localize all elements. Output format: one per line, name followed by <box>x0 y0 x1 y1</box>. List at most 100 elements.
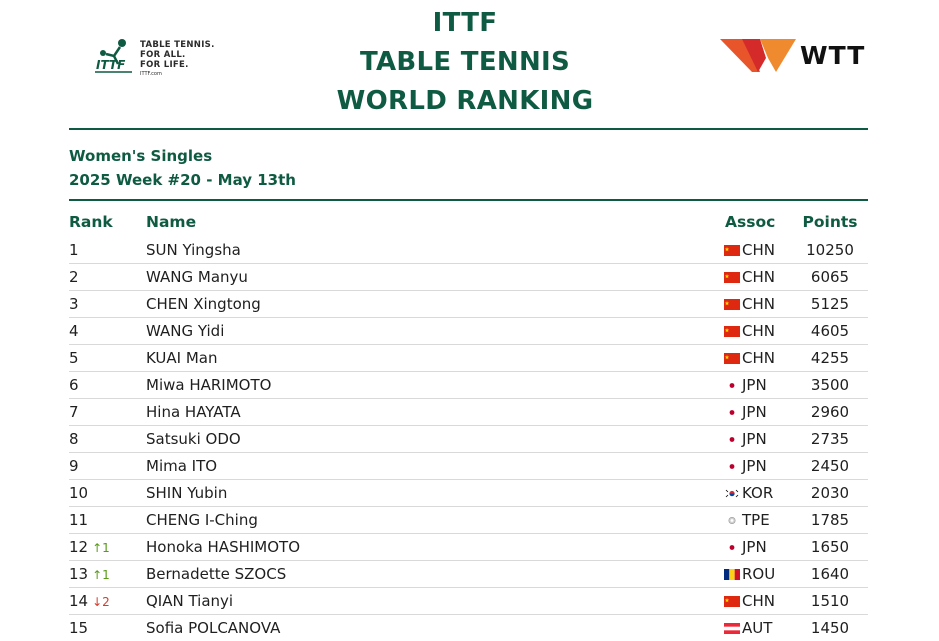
china-flag-icon <box>724 298 742 310</box>
ittf-logo: ITTF TABLE TENNIS. FOR ALL. FOR LIFE. IT… <box>94 38 215 77</box>
rank-value: 8 <box>69 430 79 448</box>
player-name: Miwa HARIMOTO <box>146 376 272 394</box>
assoc-code: CHN <box>742 241 775 259</box>
tpe-flag-icon <box>724 514 742 526</box>
rank-value: 15 <box>69 619 89 637</box>
assoc-cell: CHN <box>724 268 775 286</box>
points-value: 1510 <box>810 592 850 610</box>
rank-cell: 9 <box>69 457 79 475</box>
rank-cell: 7 <box>69 403 79 421</box>
col-header-rank: Rank <box>69 213 113 231</box>
title-line-3: WORLD RANKING <box>336 86 594 116</box>
player-name: Bernadette SZOCS <box>146 565 287 583</box>
points-value: 5125 <box>810 295 850 313</box>
assoc-cell: JPN <box>724 457 767 475</box>
points-value: 3500 <box>810 376 850 394</box>
rank-cell: 4 <box>69 322 79 340</box>
assoc-cell: JPN <box>724 403 767 421</box>
points-value: 2960 <box>810 403 850 421</box>
table-row: 14 ↓2 QIAN Tianyi CHN 1510 <box>69 588 868 615</box>
assoc-code: CHN <box>742 295 775 313</box>
assoc-code: TPE <box>742 511 770 529</box>
table-row: 11 CHENG I-Ching TPE 1785 <box>69 507 868 534</box>
rank-value: 6 <box>69 376 79 394</box>
table-row: 10 SHIN Yubin KOR 2030 <box>69 480 868 507</box>
austria-flag-icon <box>724 622 742 634</box>
china-flag-icon <box>724 325 742 337</box>
ittf-url: ITTF.com <box>140 71 162 77</box>
ittf-tagline-3: FOR LIFE. <box>140 60 189 70</box>
subtitle-divider <box>69 199 868 201</box>
assoc-cell: CHN <box>724 322 775 340</box>
table-row: 13 ↑1 Bernadette SZOCS ROU 1640 <box>69 561 868 588</box>
points-value: 1785 <box>810 511 850 529</box>
title-line-1: ITTF <box>432 8 498 38</box>
rank-value: 13 <box>69 565 89 583</box>
rank-value: 11 <box>69 511 89 529</box>
china-flag-icon <box>724 244 742 256</box>
ittf-logo-icon: ITTF <box>95 39 132 73</box>
japan-flag-icon <box>724 460 742 472</box>
player-name: Satsuki ODO <box>146 430 241 448</box>
rank-value: 5 <box>69 349 79 367</box>
wtt-logo: WTT <box>720 36 865 74</box>
assoc-code: CHN <box>742 592 775 610</box>
points-value: 4255 <box>810 349 850 367</box>
player-name: Honoka HASHIMOTO <box>146 538 301 556</box>
col-header-assoc: Assoc <box>725 213 776 231</box>
rank-cell: 1 <box>69 241 79 259</box>
rank-value: 4 <box>69 322 79 340</box>
assoc-cell: CHN <box>724 592 775 610</box>
player-name: Hina HAYATA <box>146 403 241 421</box>
points-value: 2030 <box>810 484 850 502</box>
japan-flag-icon <box>724 406 742 418</box>
rank-cell: 6 <box>69 376 79 394</box>
rank-cell: 11 <box>69 511 88 529</box>
assoc-cell: JPN <box>724 430 767 448</box>
ranking-table: 1 SUN Yingsha CHN 10250 2 WANG Manyu CHN 6065 3 C… <box>69 237 868 641</box>
assoc-code: KOR <box>742 484 774 502</box>
assoc-cell: JPN <box>724 538 767 556</box>
china-flag-icon <box>724 271 742 283</box>
rank-value: 7 <box>69 403 79 421</box>
table-row: 15 Sofia POLCANOVA AUT 1450 <box>69 615 868 641</box>
romania-flag-icon <box>724 568 742 580</box>
assoc-code: JPN <box>742 403 767 421</box>
col-header-points: Points <box>802 213 858 231</box>
assoc-code: JPN <box>742 430 767 448</box>
rank-value: 1 <box>69 241 79 259</box>
header-divider <box>69 128 868 130</box>
table-row: 12 ↑1 Honoka HASHIMOTO JPN 1650 <box>69 534 868 561</box>
player-name: CHENG I-Ching <box>146 511 258 529</box>
points-value: 10250 <box>806 241 854 259</box>
rank-cell: 5 <box>69 349 79 367</box>
rank-value: 3 <box>69 295 79 313</box>
points-value: 4605 <box>810 322 850 340</box>
assoc-cell: CHN <box>724 241 775 259</box>
assoc-code: JPN <box>742 457 767 475</box>
title-line-2: TABLE TENNIS <box>359 47 571 77</box>
ranking-subtitle: Women's Singles 2025 Week #20 - May 13th <box>69 144 296 192</box>
table-row: 7 Hina HAYATA JPN 2960 <box>69 399 868 426</box>
points-value: 1640 <box>810 565 850 583</box>
rank-change-up: ↑1 <box>92 541 110 555</box>
player-name: SUN Yingsha <box>146 241 241 259</box>
rank-cell: 13 ↑1 <box>69 565 110 583</box>
points-value: 2735 <box>810 430 850 448</box>
player-name: Sofia POLCANOVA <box>146 619 281 637</box>
rank-value: 14 <box>69 592 89 610</box>
table-row: 2 WANG Manyu CHN 6065 <box>69 264 868 291</box>
japan-flag-icon <box>724 379 742 391</box>
rank-cell: 14 ↓2 <box>69 592 110 610</box>
table-row: 4 WANG Yidi CHN 4605 <box>69 318 868 345</box>
assoc-cell: TPE <box>724 511 770 529</box>
week-label: 2025 Week #20 - May 13th <box>69 171 296 189</box>
assoc-code: JPN <box>742 376 767 394</box>
table-row: 5 KUAI Man CHN 4255 <box>69 345 868 372</box>
col-header-name: Name <box>146 213 197 231</box>
player-name: Mima ITO <box>146 457 218 475</box>
table-row: 8 Satsuki ODO JPN 2735 <box>69 426 868 453</box>
wtt-wordmark: WTT <box>800 40 866 70</box>
ittf-tagline-2: FOR ALL. <box>140 50 186 60</box>
table-row: 9 Mima ITO JPN 2450 <box>69 453 868 480</box>
